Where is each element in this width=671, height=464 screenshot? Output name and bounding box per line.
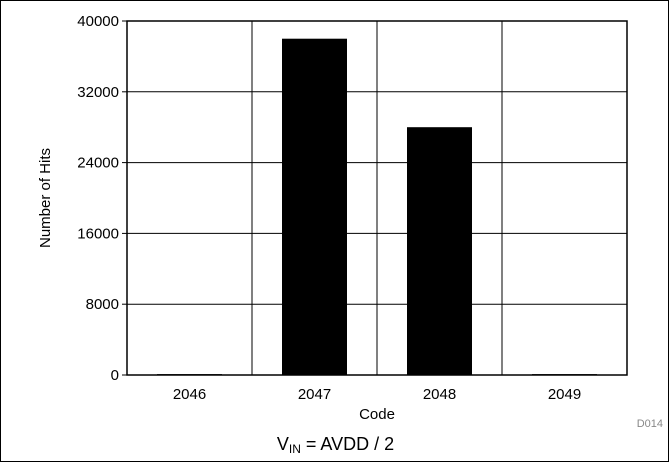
x-tick-label: 2049: [548, 386, 581, 403]
bar-2047: [282, 38, 347, 375]
y-tick-label: 8000: [86, 296, 119, 313]
y-tick-label: 16000: [77, 225, 119, 242]
condition-v: V: [276, 434, 289, 454]
y-tick-label: 40000: [77, 13, 119, 30]
y-axis-label: Number of Hits: [37, 148, 54, 248]
y-tick-label: 0: [111, 367, 119, 384]
figure-id: D014: [636, 418, 663, 430]
y-tick-label: 24000: [77, 155, 119, 172]
x-tick-label: 2046: [173, 386, 206, 403]
plot-area-border: [126, 20, 628, 376]
condition-label: VIN = AVDD / 2: [0, 434, 671, 456]
x-axis-label: Code: [359, 406, 395, 423]
x-tick-label: 2048: [423, 386, 456, 403]
bar-2048: [407, 127, 472, 375]
x-tick-label: 2047: [298, 386, 331, 403]
condition-subscript: IN: [288, 442, 301, 456]
y-tick-label: 32000: [77, 84, 119, 101]
condition-rest: = AVDD / 2: [300, 434, 395, 454]
